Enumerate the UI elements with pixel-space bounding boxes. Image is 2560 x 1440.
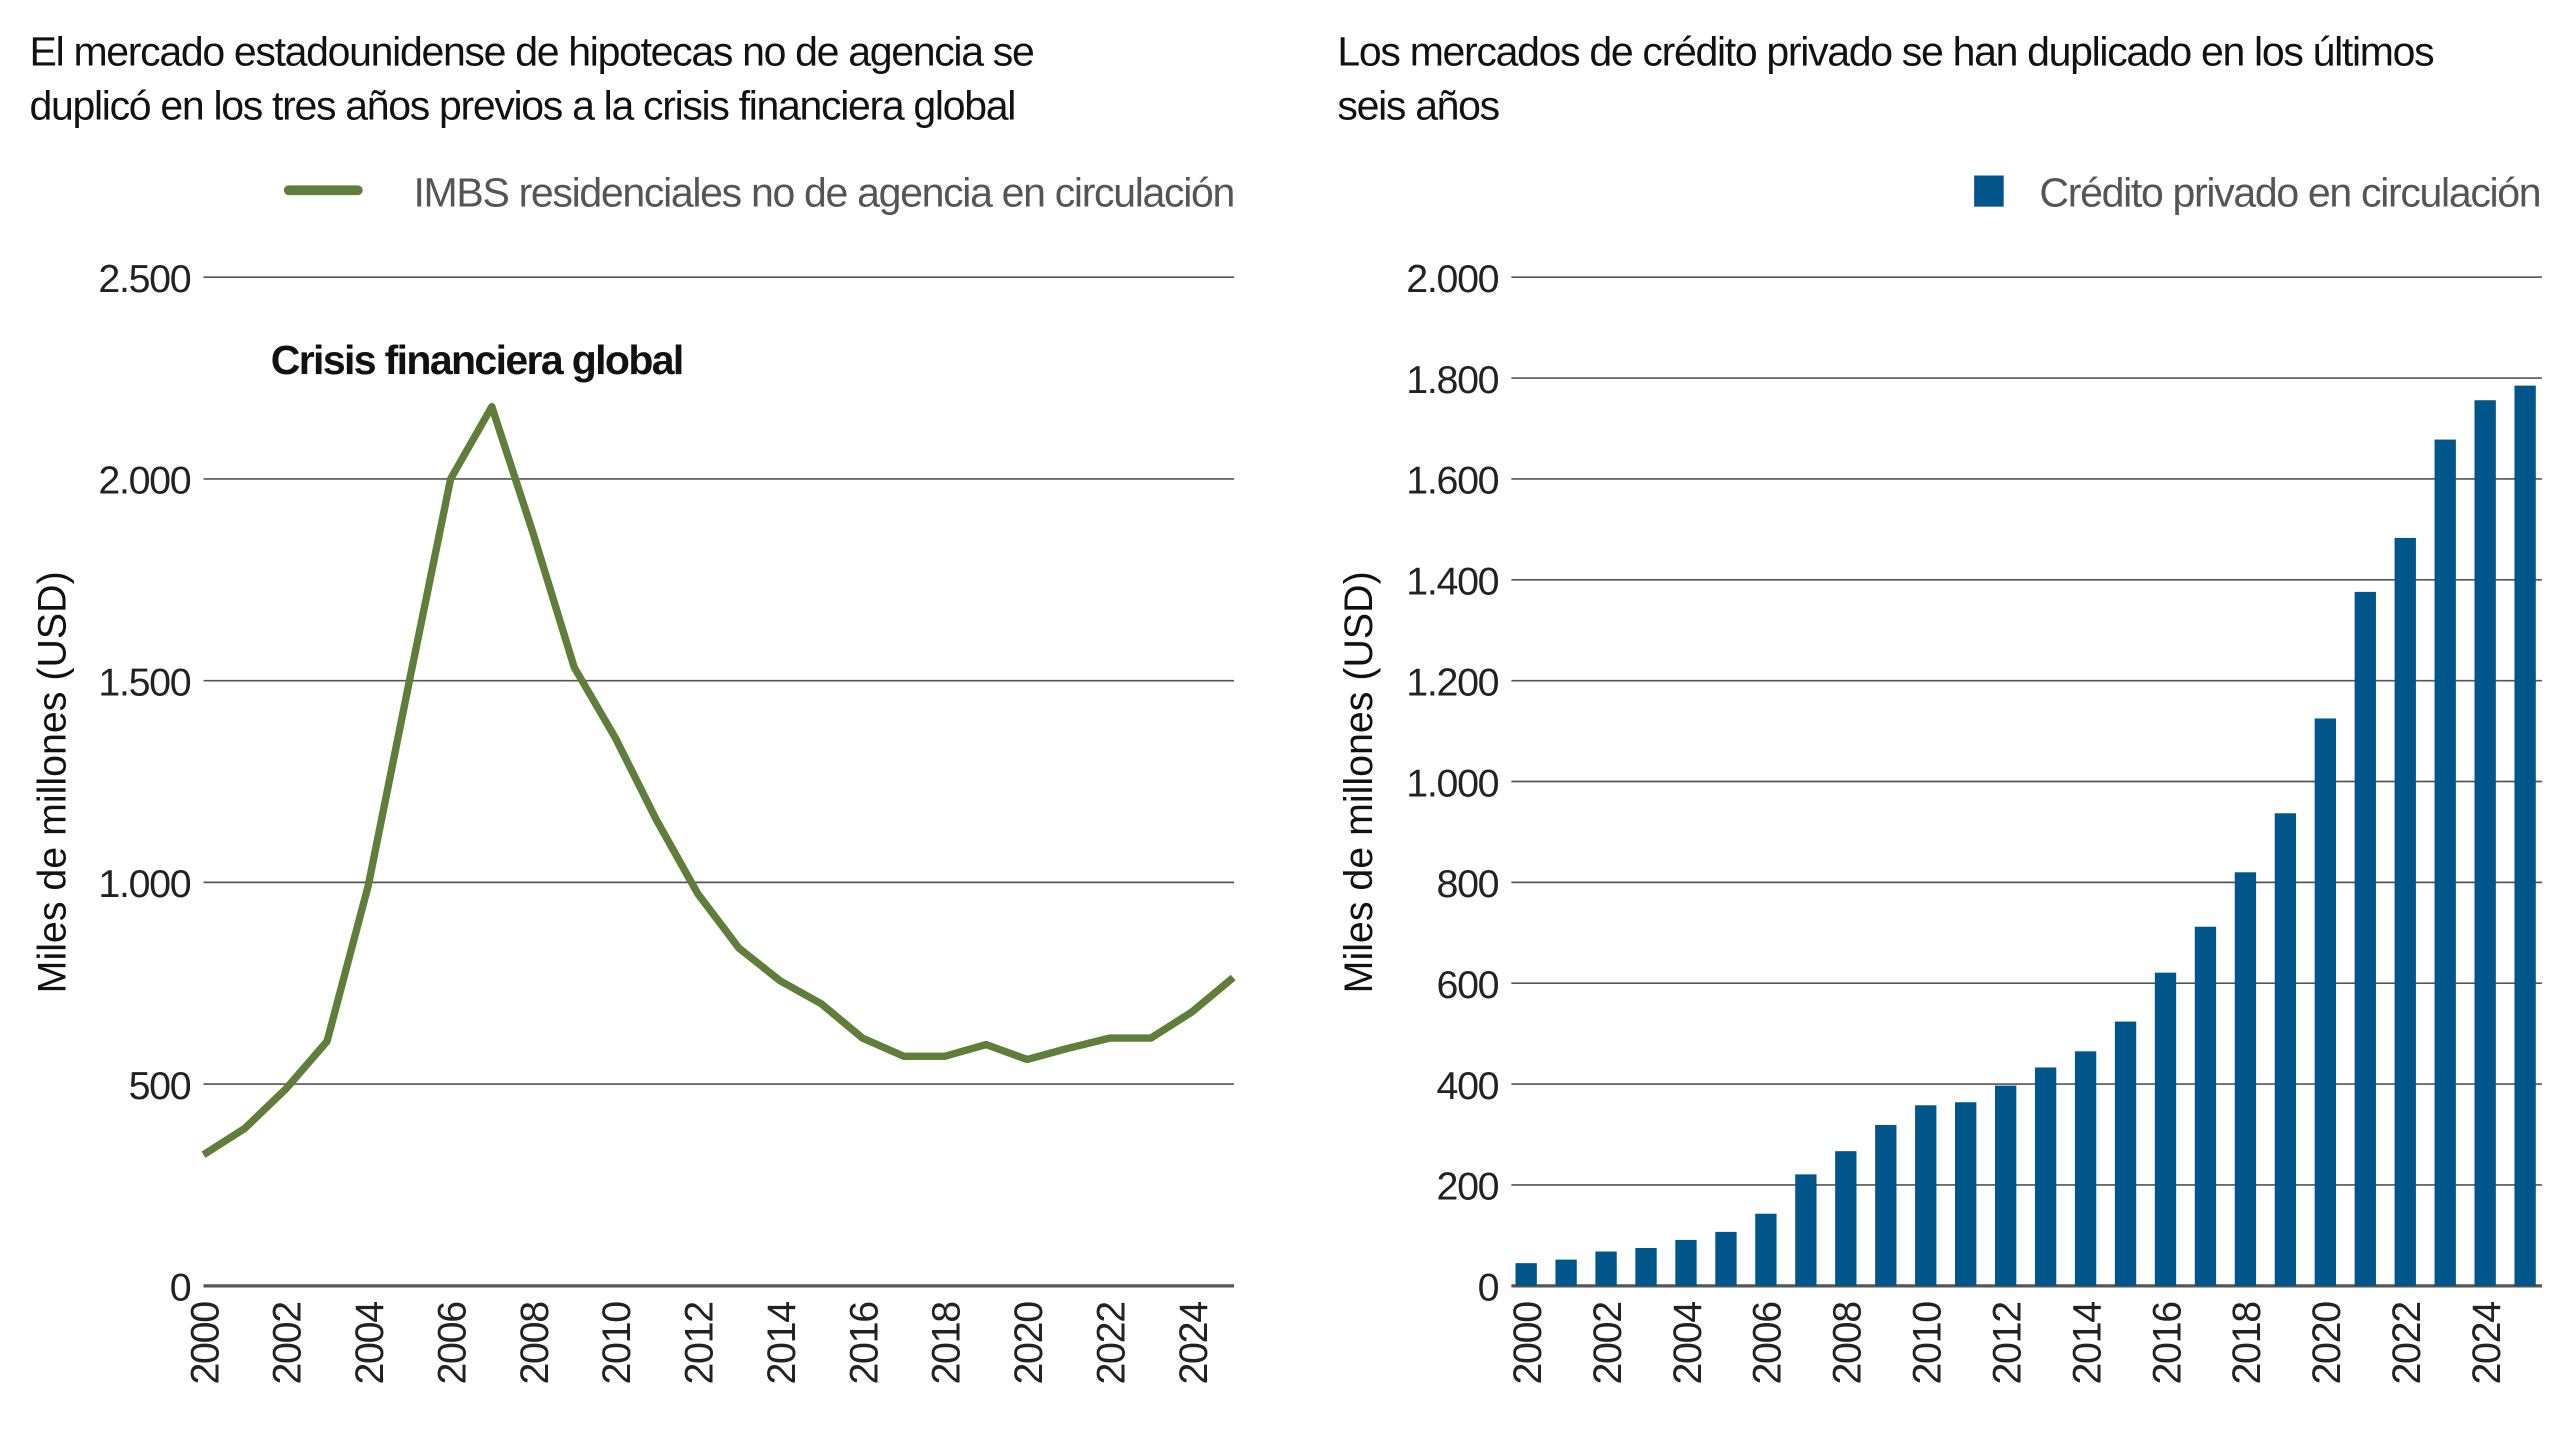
x-tick-label: 2024 bbox=[2465, 1302, 2509, 1385]
x-tick-label: 2002 bbox=[266, 1302, 310, 1384]
y-tick-label: 1.500 bbox=[98, 660, 190, 704]
private-credit-bar bbox=[2434, 439, 2456, 1286]
x-tick-label: 2018 bbox=[925, 1302, 969, 1385]
x-tick-label: 2020 bbox=[1007, 1302, 1051, 1385]
right-title-line-2: seis años bbox=[1337, 83, 1499, 129]
x-tick-label: 2006 bbox=[430, 1302, 474, 1385]
y-tick-label: 400 bbox=[1437, 1064, 1499, 1108]
private-credit-bar bbox=[2394, 537, 2416, 1286]
x-tick-label: 2008 bbox=[513, 1302, 557, 1385]
crisis-annotation: Crisis financiera global bbox=[271, 337, 683, 383]
private-credit-bar bbox=[1915, 1105, 1937, 1286]
private-credit-bar bbox=[1675, 1239, 1697, 1286]
private-credit-bar bbox=[1994, 1085, 2017, 1286]
left-legend-label: IMBS residenciales no de agencia en circ… bbox=[413, 170, 1234, 216]
private-credit-bar bbox=[2074, 1051, 2097, 1286]
x-tick-label: 2006 bbox=[1746, 1302, 1790, 1385]
right-legend-swatch-icon bbox=[1974, 175, 2004, 207]
y-tick-label: 2.000 bbox=[1406, 257, 1498, 301]
private-credit-bar bbox=[1955, 1102, 1977, 1286]
left-title-line-1: El mercado estadounidense de hipotecas n… bbox=[30, 29, 1034, 75]
y-tick-label: 1.000 bbox=[98, 862, 190, 906]
private-credit-bar bbox=[2034, 1067, 2057, 1286]
y-tick-label: 2.000 bbox=[98, 459, 190, 503]
right-y-axis-label: Miles de millones (USD) bbox=[1337, 571, 1381, 993]
private-credit-bar bbox=[1795, 1174, 1817, 1286]
private-credit-bar bbox=[1555, 1259, 1577, 1286]
y-tick-label: 200 bbox=[1437, 1165, 1499, 1209]
x-tick-label: 2000 bbox=[1506, 1302, 1550, 1385]
y-tick-label: 1.200 bbox=[1406, 660, 1498, 704]
x-tick-label: 2004 bbox=[1666, 1302, 1710, 1385]
x-tick-label: 2022 bbox=[2385, 1302, 2429, 1384]
private-credit-bar bbox=[2154, 972, 2177, 1286]
y-tick-label: 800 bbox=[1437, 862, 1499, 906]
x-tick-label: 2014 bbox=[2065, 1302, 2109, 1385]
x-tick-label: 2022 bbox=[1089, 1302, 1133, 1384]
right-title-line-1: Los mercados de crédito privado se han d… bbox=[1337, 29, 2434, 75]
private-credit-bar bbox=[1755, 1213, 1777, 1286]
private-credit-bar bbox=[2314, 718, 2336, 1286]
private-credit-bar bbox=[1875, 1124, 1897, 1286]
x-tick-label: 2012 bbox=[678, 1302, 722, 1384]
x-tick-label: 2008 bbox=[1826, 1302, 1870, 1385]
y-tick-label: 1.400 bbox=[1406, 560, 1498, 604]
right-legend-label: Crédito privado en circulación bbox=[2039, 170, 2540, 216]
x-tick-label: 2002 bbox=[1586, 1302, 1630, 1384]
left-y-axis-label: Miles de millones (USD) bbox=[31, 571, 75, 993]
x-tick-label: 2000 bbox=[183, 1302, 227, 1385]
y-tick-label: 1.800 bbox=[1406, 358, 1498, 402]
y-tick-label: 0 bbox=[1478, 1266, 1499, 1310]
x-tick-label: 2012 bbox=[1985, 1302, 2029, 1384]
left-title-line-2: duplicó en los tres años previos a la cr… bbox=[30, 83, 1015, 129]
y-tick-label: 1.000 bbox=[1406, 761, 1498, 805]
private-credit-bar bbox=[2354, 591, 2376, 1286]
private-credit-bar bbox=[2234, 872, 2257, 1286]
private-credit-bar bbox=[1515, 1263, 1537, 1286]
x-tick-label: 2014 bbox=[760, 1302, 804, 1385]
private-credit-bar bbox=[2474, 400, 2496, 1286]
private-credit-bar bbox=[2514, 385, 2536, 1286]
y-tick-label: 1.600 bbox=[1406, 459, 1498, 503]
y-tick-label: 2.500 bbox=[98, 257, 190, 301]
private-credit-bar bbox=[1635, 1248, 1657, 1286]
x-tick-label: 2010 bbox=[595, 1302, 639, 1385]
x-tick-label: 2004 bbox=[348, 1302, 392, 1385]
private-credit-bar bbox=[1835, 1151, 1857, 1286]
x-tick-label: 2018 bbox=[2225, 1302, 2269, 1385]
x-tick-label: 2010 bbox=[1906, 1302, 1950, 1385]
imbs-series-line bbox=[201, 402, 1236, 1158]
x-tick-label: 2016 bbox=[842, 1302, 886, 1385]
x-tick-label: 2020 bbox=[2305, 1302, 2349, 1385]
private-credit-bar bbox=[1595, 1251, 1617, 1286]
private-credit-bar bbox=[2194, 926, 2217, 1286]
private-credit-bar bbox=[2274, 813, 2297, 1286]
y-tick-label: 600 bbox=[1437, 963, 1499, 1007]
y-tick-label: 500 bbox=[129, 1064, 191, 1108]
y-tick-label: 0 bbox=[170, 1266, 191, 1310]
private-credit-bar bbox=[1715, 1231, 1737, 1286]
private-credit-bar bbox=[2114, 1021, 2137, 1286]
x-tick-label: 2016 bbox=[2145, 1302, 2189, 1385]
x-tick-label: 2024 bbox=[1172, 1302, 1216, 1385]
